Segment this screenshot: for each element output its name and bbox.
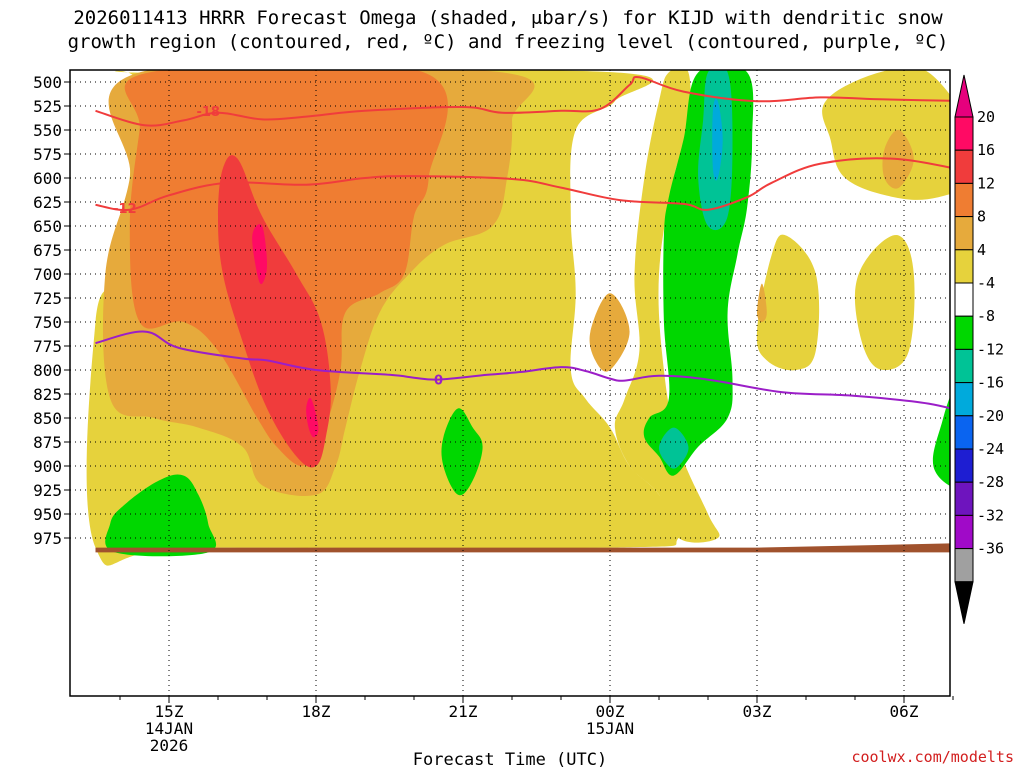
colorbar-label: 12 [977,174,995,192]
colorbar-label: -8 [977,307,995,325]
colorbar-swatch [954,315,974,350]
colorbar-top-cap [954,74,974,118]
x-tick-label: 21Z [449,702,478,721]
x-tick-label: 03Z [743,702,772,721]
omega-region-neg4 [932,396,950,486]
title-line-2: growth region (contoured, red, ºC) and f… [68,31,949,53]
colorbar-label: -32 [977,506,1004,524]
colorbar-label: -36 [977,540,1004,558]
colorbar-label: -24 [977,440,1004,458]
colorbar-legend: 20 16 12 8 4 -4 -8 -12 -16 -20 -24 -28 -32 -36 [954,74,1004,624]
ground-fill [95,543,950,553]
colorbar-label: -16 [977,374,1004,392]
colorbar-label: -4 [977,274,995,292]
temperature-contours: -18 -12 0 [95,75,950,410]
dgz-contour-label: -18 [196,105,220,120]
x-tick-label: 15Z [155,702,184,721]
colorbar-swatch [954,382,974,417]
dgz-contour-line [95,75,950,127]
freezing-level-label: 0 [434,374,443,389]
y-tick-label: 575 [33,145,62,164]
colorbar-label: -12 [977,340,1004,358]
dgz-contour-label: -12 [113,202,137,217]
x-tick-label: 14JAN [145,719,193,738]
title-line-1: 2026011413 HRRR Forecast Omega (shaded, … [73,7,943,29]
y-tick-label: 550 [33,121,62,140]
colorbar-swatch [954,415,974,450]
colorbar-label: -28 [977,473,1004,491]
freezing-level-line [95,330,950,410]
colorbar-swatch [954,481,974,516]
y-tick-label: 700 [33,265,62,284]
ground-surface [95,543,950,553]
y-tick-label: 800 [33,361,62,380]
y-tick-label: 900 [33,457,62,476]
colorbar-bottom-cap [954,581,974,624]
dgz-contour-line [95,157,950,212]
omega-region-pos8 [589,293,630,372]
y-tick-label: 850 [33,409,62,428]
y-tick-label: 600 [33,169,62,188]
y-tick-label: 750 [33,313,62,332]
colorbar-swatch [954,182,974,218]
y-tick-label: 925 [33,481,62,500]
y-tick-label: 875 [33,433,62,452]
omega-region-pos20 [306,397,319,438]
colorbar-swatch [954,249,974,284]
colorbar-swatch [954,514,974,550]
y-tick-label: 650 [33,217,62,236]
credit-text: coolwx.com/modelts [851,748,1014,766]
omega-region-pos4 [614,70,720,543]
omega-region-pos4 [854,234,915,370]
colorbar-swatch [954,348,974,384]
omega-region-pos20 [252,224,267,285]
plot-frame [69,69,951,697]
colorbar-label: 8 [977,208,986,226]
x-axis-label: Forecast Time (UTC) [413,750,607,768]
colorbar-label: -20 [977,407,1004,425]
y-tick-label: 625 [33,193,62,212]
colorbar-label: 16 [977,141,995,159]
y-tick-label: 775 [33,337,62,356]
omega-region-neg4 [105,474,217,557]
colorbar-label: 20 [977,108,995,126]
colorbar-label: 4 [977,241,986,259]
colorbar-swatch [954,116,974,151]
y-tick-label: 500 [33,73,62,92]
y-tick-label: 675 [33,241,62,260]
omega-region-neg8 [658,427,689,469]
y-tick-label: 525 [33,97,62,116]
omega-region-pos8 [757,283,767,322]
colorbar-swatch [954,282,974,317]
x-tick-label: 15JAN [586,719,634,738]
x-tick-label: 18Z [302,702,331,721]
y-tick-label: 975 [33,529,62,548]
x-tick-label: 00Z [596,702,625,721]
colorbar-swatch [954,448,974,483]
chart-title: 2026011413 HRRR Forecast Omega (shaded, … [68,7,949,53]
x-tick-label: 06Z [890,702,919,721]
omega-fills [86,70,950,566]
x-tick-label: 2026 [150,736,189,755]
y-tick-label: 725 [33,289,62,308]
omega-region-pos4 [822,70,950,200]
omega-region-pos4 [756,234,820,371]
y-tick-label: 950 [33,505,62,524]
grid-lines [70,70,950,696]
colorbar-swatch [954,149,974,184]
omega-region-neg4 [441,408,483,496]
omega-region-neg12 [712,98,723,181]
colorbar-swatch [954,548,974,583]
y-axis-pressure: 500 525 550 575 600 625 650 675 700 725 750 775 800 8… [33,73,70,548]
colorbar-swatch [954,216,974,251]
y-tick-label: 825 [33,385,62,404]
omega-region-pos16 [218,155,331,468]
